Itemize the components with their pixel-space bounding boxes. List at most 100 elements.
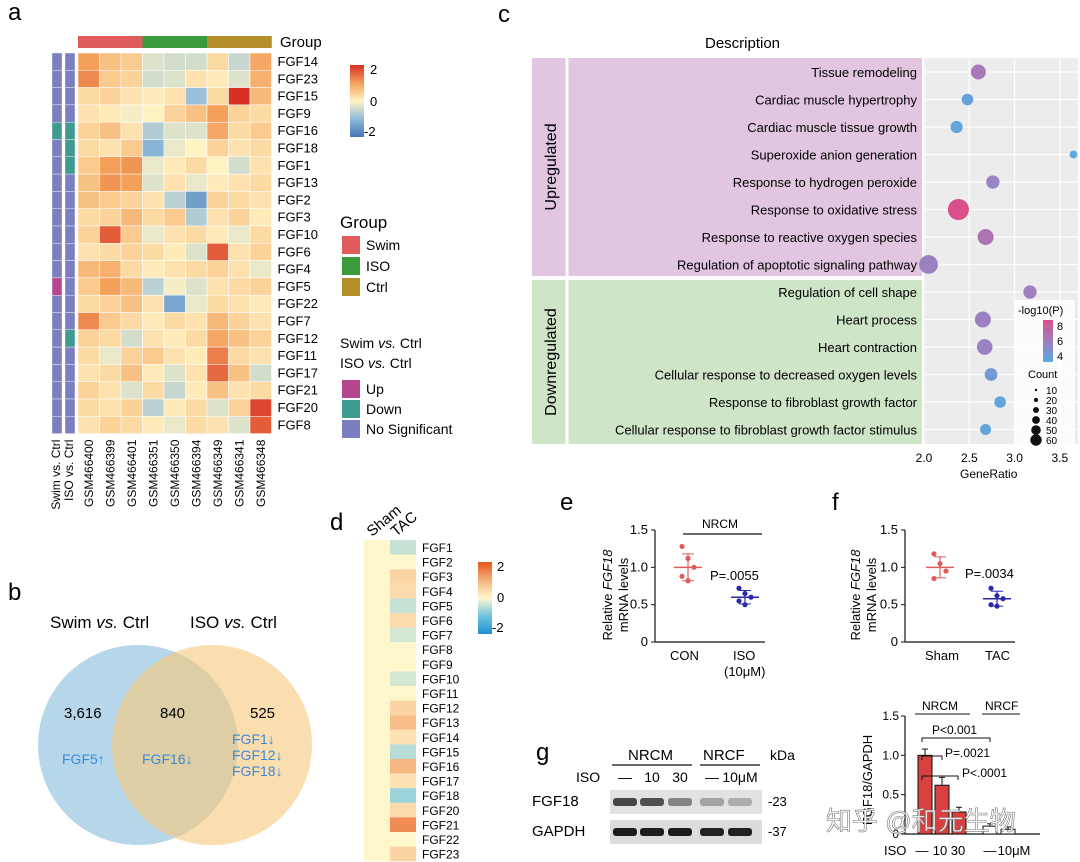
heatmap-cell xyxy=(99,156,122,175)
data-point xyxy=(742,602,748,608)
heatmap-cell xyxy=(120,104,143,123)
heatmap-cell xyxy=(228,329,251,348)
heatmap-cell xyxy=(99,191,122,209)
heatmap-cell xyxy=(228,346,251,365)
heatmap-d-cell-tac xyxy=(390,744,416,759)
heatmap-d-cell-sham xyxy=(364,759,390,774)
sample-label: GSM466350 xyxy=(168,439,182,507)
heatmap-cell xyxy=(163,294,186,313)
blot-band xyxy=(640,798,664,806)
heatmap-d-cell-tac xyxy=(390,540,416,555)
dotplot-term-labels: Tissue remodeling Cardiac muscle hypertro… xyxy=(615,65,918,438)
heatmap-cell xyxy=(249,191,272,209)
data-point xyxy=(937,561,943,567)
heatmap-cell xyxy=(77,260,100,279)
heatmap-d-cell-sham xyxy=(364,744,390,759)
size-legend-dot xyxy=(1031,425,1041,435)
x-label: 10 xyxy=(933,843,947,858)
heatmap-cell xyxy=(120,329,143,348)
heatmap-cell xyxy=(228,173,251,192)
heatmap-cell xyxy=(99,208,122,227)
heatmap-cell xyxy=(120,416,143,434)
gene-label: FGF5 xyxy=(278,279,311,294)
heatmap-cell xyxy=(99,277,122,296)
heatmap-cell xyxy=(249,364,272,382)
heatmap-cell xyxy=(185,70,208,88)
annotation-cell-iso xyxy=(64,381,76,400)
heatmap-d-colorbar-tick: 2 xyxy=(497,559,504,574)
annotation-cell-swim xyxy=(51,121,63,140)
heatmap-cell xyxy=(163,173,186,192)
dotplot-down-band xyxy=(532,280,922,444)
sample-label: GSM466348 xyxy=(254,439,268,507)
term-label: Response to reactive oxygen species xyxy=(702,230,918,245)
heatmap-cell xyxy=(249,346,272,365)
term-label: Cellular response to decreased oxygen le… xyxy=(655,368,918,383)
annotation-column-label: ISO vs. Ctrl xyxy=(62,440,76,501)
f-ylabel: Relative FGF18 xyxy=(848,549,863,641)
heatmap-cell xyxy=(206,346,229,365)
annotation-cell-swim xyxy=(51,139,63,157)
heatmap-cell xyxy=(185,104,208,123)
size-legend-dot xyxy=(1034,388,1038,392)
heatmap-cell xyxy=(185,312,208,331)
y-tick-label: 1.0 xyxy=(882,748,899,762)
dotplot-description-header: Description xyxy=(705,35,780,52)
f-xlabel-tac: TAC xyxy=(985,648,1010,663)
blot-band xyxy=(640,828,664,836)
blot-band xyxy=(613,798,637,806)
heatmap-cell xyxy=(163,208,186,227)
heatmap-cell xyxy=(142,225,165,244)
heatmap-cell xyxy=(77,364,100,382)
heatmap-cell xyxy=(228,312,251,331)
heatmap-cell xyxy=(163,104,186,123)
heatmap-cell xyxy=(206,121,229,140)
heatmap-cell xyxy=(142,121,165,140)
heatmap-cell xyxy=(77,191,100,209)
legend-label-ns: No Significant xyxy=(366,421,452,437)
annotation-cell-swim xyxy=(51,277,63,296)
gene-label: FGF1 xyxy=(422,541,453,555)
heatmap-cell xyxy=(249,52,272,71)
term-dot xyxy=(947,198,969,221)
data-point xyxy=(1000,596,1006,602)
f-plot: 0 0.5 1.0 1.5 xyxy=(880,522,1015,649)
venn-right-gene-2: FGF12↓ xyxy=(232,747,283,763)
heatmap-cell xyxy=(185,381,208,400)
panel-label-e: e xyxy=(560,489,573,516)
heatmap-cell xyxy=(163,260,186,279)
legend-swatch-down xyxy=(342,400,360,418)
heatmap-cell xyxy=(99,87,122,106)
heatmap-cell xyxy=(77,225,100,244)
heatmap-cell xyxy=(249,139,272,158)
heatmap-cell xyxy=(77,139,100,158)
f-pvalue: P=.0034 xyxy=(965,566,1014,581)
annotation-cell-swim xyxy=(51,104,63,123)
venn-overlap-count: 840 xyxy=(160,705,185,722)
g-bar-sig-bracket-2 xyxy=(921,755,943,760)
heatmap-cell xyxy=(228,70,251,88)
heatmap-cell xyxy=(206,416,229,434)
heatmap-cell xyxy=(99,312,122,331)
heatmap-cell xyxy=(142,156,165,175)
group-bar-cell xyxy=(207,36,229,48)
blot-mw-gapdh: -37 xyxy=(768,824,787,839)
term-label: Response to oxidative stress xyxy=(751,203,918,218)
heatmap-d-cell-sham xyxy=(364,802,390,818)
venn-circle-iso xyxy=(112,645,312,845)
e-plot: 0 0.5 1.0 1.5 xyxy=(630,522,765,649)
panel-f-scatter: Relative FGF18 mRNA levels 0 0.5 1.0 1.5 P=… xyxy=(848,522,1015,663)
x-tick-label: 3.5 xyxy=(1052,451,1069,465)
blot-group-nrcf: NRCF xyxy=(703,747,745,764)
annotation-cell-iso xyxy=(64,416,76,434)
data-point xyxy=(988,585,994,591)
annotation-cell-iso xyxy=(64,208,76,227)
annotation-cell-swim xyxy=(51,70,63,88)
panel-label-a: a xyxy=(8,0,22,26)
heatmap-cell xyxy=(142,329,165,348)
heatmap-cell xyxy=(185,243,208,261)
heatmap-cell xyxy=(163,139,186,158)
gene-label: FGF4 xyxy=(278,262,311,277)
heatmap-cell xyxy=(228,104,251,123)
